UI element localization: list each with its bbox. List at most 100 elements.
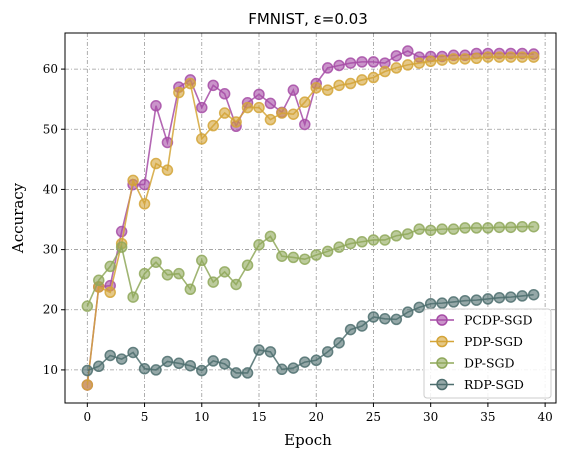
data-point (104, 286, 116, 299)
data-point (184, 283, 197, 296)
legend-marker (436, 335, 448, 348)
x-tick-label: 30 (423, 410, 438, 424)
data-point (424, 55, 437, 68)
data-point (276, 107, 288, 119)
data-point (390, 62, 403, 74)
chart-title: FMNIST, ε=0.03 (248, 10, 368, 28)
data-point (161, 136, 174, 149)
data-point (93, 274, 105, 287)
data-point (310, 81, 322, 94)
data-point (436, 297, 448, 309)
data-point (115, 241, 128, 253)
series-line-rdp-sgd (87, 293, 534, 374)
data-point (356, 320, 368, 332)
data-point (505, 291, 517, 303)
legend-item: DP-SGD (430, 356, 515, 371)
data-point (310, 354, 322, 367)
data-point (127, 174, 139, 187)
data-point (173, 86, 185, 99)
x-tick-label: 40 (537, 410, 552, 424)
data-point (287, 251, 300, 264)
data-point (218, 358, 231, 370)
data-point (447, 53, 460, 65)
data-point (413, 57, 425, 69)
data-point (241, 259, 254, 271)
x-tick-label: 20 (309, 410, 324, 424)
data-point (253, 344, 265, 356)
data-point (264, 97, 277, 110)
data-point (390, 50, 403, 62)
data-point (424, 297, 437, 310)
data-point (161, 164, 174, 176)
data-point (379, 65, 391, 78)
data-point (150, 256, 162, 268)
x-axis-label: Epoch (284, 431, 332, 449)
data-point (379, 234, 391, 246)
data-point (321, 62, 334, 74)
data-point (436, 54, 448, 66)
data-point (516, 220, 528, 233)
legend-marker (436, 314, 448, 326)
data-point (310, 249, 322, 261)
legend-item: PCDP-SGD (430, 313, 533, 328)
data-point (527, 51, 540, 63)
data-point (253, 239, 265, 251)
data-point (516, 51, 528, 63)
x-tick-label: 5 (141, 410, 149, 424)
data-point (241, 367, 254, 379)
data-point (150, 364, 162, 376)
legend-label: PCDP-SGD (464, 313, 533, 328)
data-point (436, 223, 448, 235)
data-point (218, 266, 231, 278)
series-dp-sgd (81, 220, 540, 312)
data-point (127, 291, 139, 303)
data-point (150, 157, 162, 170)
data-point (367, 234, 380, 246)
data-point (505, 51, 517, 63)
y-tick-label: 40 (43, 182, 58, 196)
data-point (196, 101, 208, 114)
y-tick-label: 10 (43, 363, 58, 377)
data-point (321, 84, 334, 96)
data-point (184, 359, 197, 372)
data-point (344, 323, 357, 336)
data-point (516, 290, 528, 302)
data-point (356, 74, 368, 86)
data-point (470, 294, 483, 306)
data-point (344, 57, 357, 69)
data-point (333, 337, 345, 349)
data-point (253, 88, 265, 101)
data-point (253, 101, 265, 114)
legend-marker (436, 357, 448, 369)
data-point (402, 306, 414, 318)
data-point (287, 108, 300, 120)
data-point (527, 220, 540, 233)
data-point (81, 364, 94, 377)
y-tick-label: 30 (43, 243, 58, 257)
data-point (424, 224, 437, 237)
data-point (161, 269, 174, 281)
legend-item: RDP-SGD (430, 377, 524, 392)
data-point (207, 276, 219, 288)
data-point (299, 118, 311, 131)
data-point (470, 52, 483, 65)
ticks: 0 5 10 15 20 25 30 35 40 10 20 30 40 50 60 (43, 62, 553, 424)
data-point (196, 364, 208, 377)
data-point (447, 296, 460, 308)
data-point (264, 346, 277, 358)
data-point (241, 101, 254, 114)
data-point (333, 79, 345, 92)
x-tick-label: 15 (251, 410, 266, 424)
data-point (367, 311, 380, 323)
data-point (218, 107, 231, 119)
data-point (356, 236, 368, 248)
data-point (344, 77, 357, 90)
data-point (230, 367, 242, 379)
data-point (482, 293, 494, 305)
data-point (299, 253, 311, 265)
series-line-dp-sgd (86, 225, 534, 307)
data-point (493, 51, 506, 63)
legend-label: PDP-SGD (464, 334, 523, 349)
data-point (493, 221, 506, 234)
